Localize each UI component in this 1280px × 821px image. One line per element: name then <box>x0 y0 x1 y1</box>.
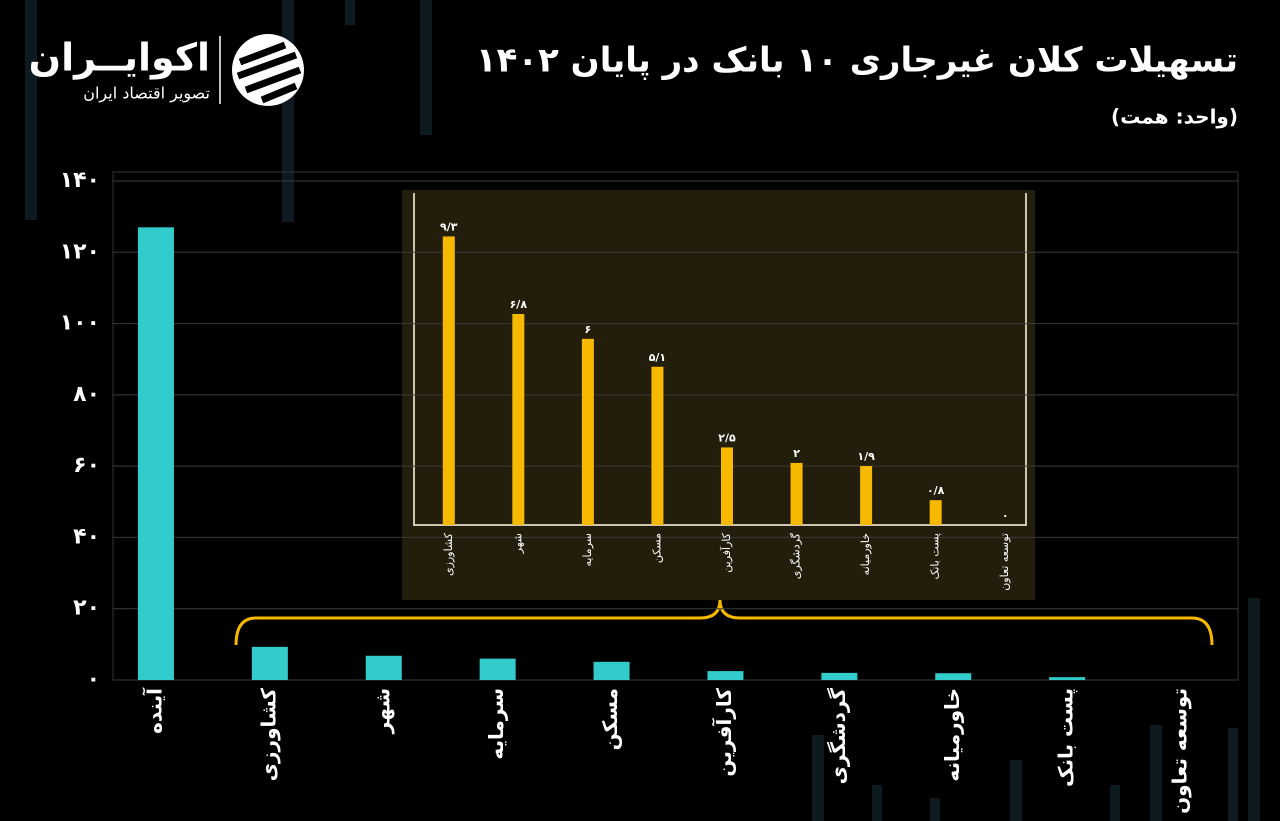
x-tick-label: خاورمیانه <box>940 688 964 782</box>
chart-title: تسهیلات کلان غیرجاری ۱۰ بانک در پایان ۱۴… <box>476 41 1238 81</box>
bar <box>651 366 664 525</box>
value-label: ۰/۸ <box>927 484 945 497</box>
x-tick-label: شهر <box>511 533 524 554</box>
y-tick-label: ۰ <box>87 667 100 692</box>
bar <box>365 655 402 680</box>
y-tick-label: ۴۰ <box>73 524 100 549</box>
x-tick-label: آینده <box>141 687 166 734</box>
chart-subtitle: (واحد: همت) <box>1111 105 1238 129</box>
y-tick-label: ۸۰ <box>73 382 100 407</box>
y-tick-label: ۱۴۰ <box>60 168 100 193</box>
brand-name: اکوایــران <box>29 36 210 80</box>
bar <box>860 466 873 525</box>
inset-axes <box>413 193 1027 526</box>
x-tick-label: توسعه تعاون <box>998 533 1011 591</box>
x-tick-label: کشاورزی <box>442 532 455 576</box>
value-label: ۵/۱ <box>649 351 666 364</box>
value-label: ۲/۵ <box>718 431 736 444</box>
bar <box>1049 677 1086 680</box>
y-tick-label: ۲۰ <box>73 596 100 621</box>
value-label: ۱/۹ <box>857 450 875 463</box>
x-tick-label: مسکن <box>650 533 663 563</box>
x-tick-label: سرمایه <box>581 533 594 567</box>
bar <box>512 314 525 525</box>
value-label: ۶ <box>585 323 592 336</box>
logo: اکوایــران تصویر اقتصاد ایران <box>29 34 304 106</box>
value-label: ۲ <box>793 447 800 460</box>
value-label: ۶/۸ <box>510 298 528 311</box>
x-tick-label: گردشگری <box>790 532 803 579</box>
x-tick-label: شهر <box>370 688 394 734</box>
x-tick-label: کشاورزی <box>256 688 280 782</box>
x-tick-label: پست بانک <box>1054 688 1079 787</box>
x-tick-label: کارآفرین <box>719 532 733 572</box>
x-tick-label: مسکن <box>598 688 622 750</box>
x-tick-label: گردشگری <box>826 688 850 785</box>
bar <box>790 462 803 525</box>
bar <box>593 661 630 680</box>
bar <box>721 447 733 525</box>
bar <box>251 646 288 680</box>
bar <box>479 658 516 680</box>
x-tick-label: پست بانک <box>929 533 942 580</box>
bar <box>935 673 972 680</box>
bar <box>707 671 744 680</box>
bracket <box>234 599 1214 646</box>
y-tick-label: ۱۲۰ <box>60 239 100 264</box>
y-tick-label: ۱۰۰ <box>60 311 100 336</box>
bar <box>821 672 858 680</box>
y-tick-label: ۶۰ <box>73 453 100 478</box>
value-label: ۹/۳ <box>440 220 458 233</box>
bar <box>581 338 594 525</box>
brand-tagline: تصویر اقتصاد ایران <box>83 84 210 104</box>
x-tick-label: توسعه تعاون <box>1168 688 1192 814</box>
bar <box>442 236 455 525</box>
x-tick-label: کارآفرین <box>711 688 736 777</box>
bar <box>929 500 942 525</box>
x-tick-label: خاورمیانه <box>859 533 872 575</box>
value-label: ۰ <box>1002 509 1009 522</box>
bar <box>137 227 174 681</box>
x-tick-label: سرمایه <box>484 688 508 760</box>
